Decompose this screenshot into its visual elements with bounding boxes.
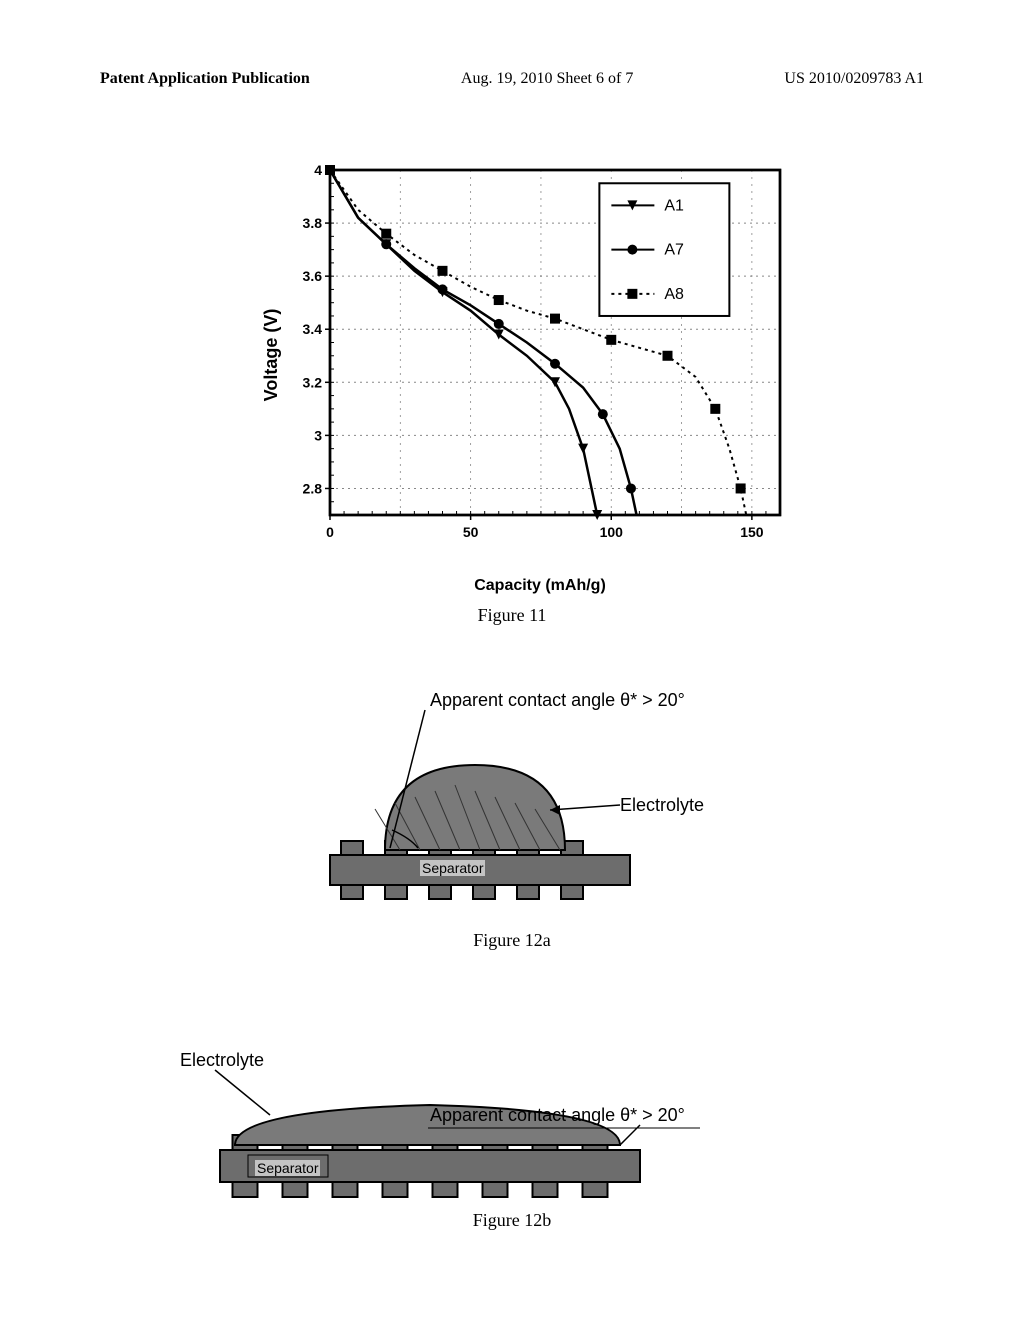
header-center: Aug. 19, 2010 Sheet 6 of 7 [461,70,633,88]
svg-text:4: 4 [314,162,322,178]
chart-svg: 2.8 3 3.2 3.4 3.6 3.8 4 0 50 100 150 A1 A7 A8 [280,155,800,555]
contact-angle-label-12b: Apparent contact angle θ* > 20° [430,1105,685,1126]
header-right: US 2010/0209783 A1 [784,70,924,88]
svg-text:3.4: 3.4 [303,321,323,337]
svg-text:50: 50 [463,524,479,540]
svg-text:3.6: 3.6 [303,268,323,284]
figure-12b: Electrolyte Apparent contact angle θ* > … [180,1050,740,1210]
figure-12b-caption: Figure 12b [473,1210,552,1231]
svg-text:100: 100 [600,524,624,540]
svg-text:150: 150 [740,524,764,540]
svg-text:3.2: 3.2 [303,374,323,390]
header-left: Patent Application Publication [100,70,310,88]
figure-11-chart: Voltage (V) 2.833.23.43.63.84050100150A1… [280,155,800,555]
svg-text:A8: A8 [664,286,684,303]
figure-11-caption: Figure 11 [478,605,547,626]
electrolyte-label-12b: Electrolyte [180,1050,264,1071]
contact-angle-label-12a: Apparent contact angle θ* > 20° [430,690,685,711]
electrolyte-label-12a: Electrolyte [620,795,704,816]
svg-text:3: 3 [314,427,322,443]
svg-text:3.8: 3.8 [303,215,323,231]
chart-ylabel: Voltage (V) [261,309,282,402]
svg-text:A7: A7 [664,242,684,259]
svg-text:A1: A1 [664,197,684,214]
figure-12b-svg [180,1050,740,1210]
figure-12a: Apparent contact angle θ* > 20° Electrol… [320,690,740,920]
separator-label-12a: Separator [420,860,485,876]
svg-text:0: 0 [326,524,334,540]
page-header: Patent Application Publication Aug. 19, … [100,70,924,88]
figure-12a-caption: Figure 12a [473,930,550,951]
separator-label-12b: Separator [255,1160,320,1176]
chart-xlabel: Capacity (mAh/g) [474,577,606,595]
svg-text:2.8: 2.8 [303,480,323,496]
